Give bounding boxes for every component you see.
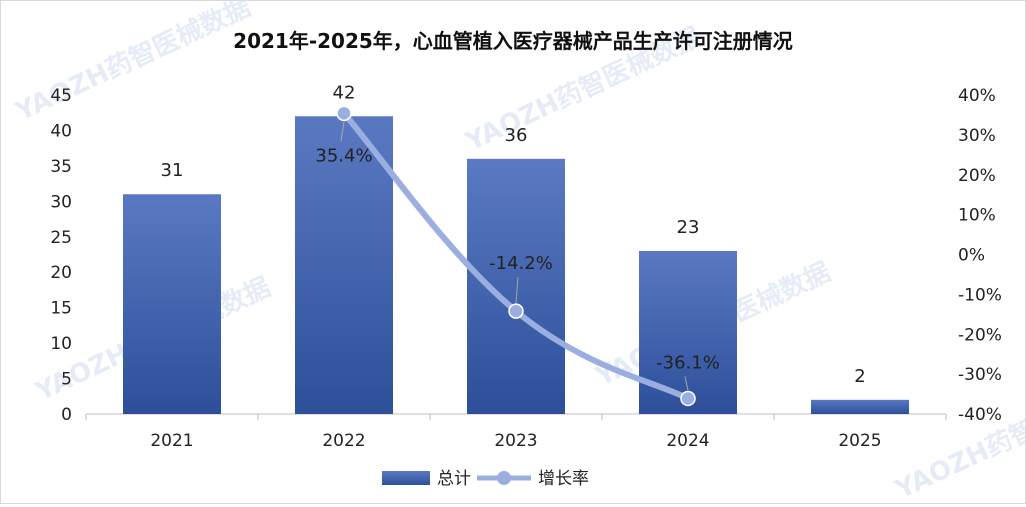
bar [295,116,393,415]
data-labels: 31 42 36 23 2 35.4% -14.2% -36.1% [161,82,866,391]
x-tick-label: 2024 [666,431,709,451]
legend-bar-label: 总计 [437,469,471,489]
bar-value-label: 2 [854,366,865,387]
bar-value-label: 31 [161,160,184,181]
legend-bar-swatch [382,471,430,485]
label-leader-line [340,121,345,142]
y-left-tick-label: 30 [50,192,72,212]
x-tick-label: 2022 [322,431,365,451]
y-right-tick-label: 30% [958,126,996,146]
legend: 总计 增长率 [382,469,589,489]
y-right-tick-label: -20% [958,325,1002,345]
y-right-tick-label: -10% [958,285,1002,305]
watermark-text: YAOZH药智医械数据 [10,1,255,128]
x-tick-label: 2023 [494,431,537,451]
chart-title: 2021年-2025年，心血管植入医疗器械产品生产许可注册情况 [233,29,793,53]
label-leader-line [684,376,689,391]
bar-value-label: 23 [677,217,700,238]
bar-value-label: 42 [333,82,356,103]
bar-series [123,116,909,415]
bar [123,194,221,414]
y-left-tick-label: 20 [50,263,72,283]
label-leader-line [515,277,519,304]
growth-rate-label: -14.2% [489,253,553,274]
y-left-tick-label: 45 [50,86,72,106]
growth-rate-label: 35.4% [315,145,372,166]
axes: 2021 2022 2023 2024 2025051015202530354045-4… [50,86,1002,451]
growth-rate-marker [336,105,352,122]
y-right-tick-label: 0% [958,246,985,266]
y-right-tick-label: -40% [958,405,1002,425]
growth-rate-marker [680,390,696,407]
y-left-tick-label: 40 [50,121,72,141]
y-right-tick-label: 10% [958,206,996,226]
bar [467,158,565,414]
legend-line-marker [497,471,511,485]
growth-rate-marker [508,303,524,319]
growth-rate-label: -36.1% [656,352,720,373]
y-left-tick-label: 0 [61,405,72,425]
y-left-tick-label: 10 [50,334,72,354]
y-right-tick-label: 40% [958,86,996,106]
bar-value-label: 36 [505,125,528,146]
y-right-tick-label: -30% [958,365,1002,385]
y-left-tick-label: 15 [50,299,72,319]
line-series [336,105,696,407]
y-left-tick-label: 35 [50,157,72,177]
y-left-tick-label: 5 [61,370,72,390]
x-tick-label: 2025 [838,431,881,451]
x-tick-label: 2021 [150,431,193,451]
legend-line-label: 增长率 [538,469,589,489]
bar [811,399,909,414]
y-left-tick-label: 25 [50,228,72,248]
watermark-text: YAOZH药智医械数据 [890,370,1025,503]
y-right-tick-label: 20% [958,166,996,186]
